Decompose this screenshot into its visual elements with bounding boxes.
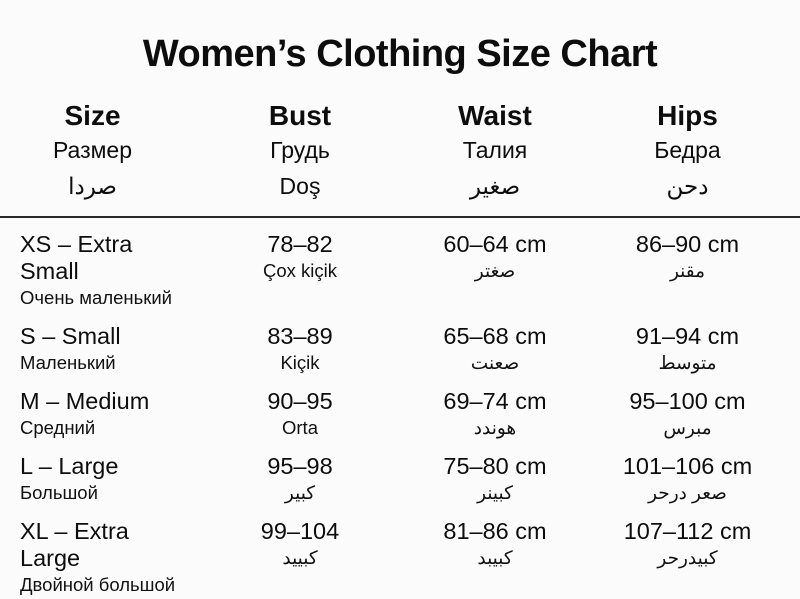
header-divider-line bbox=[0, 216, 800, 218]
table-row: M – Medium Средний 90–95 Orta 69–74 cm ه… bbox=[0, 375, 800, 440]
hips-value: 91–94 cm bbox=[635, 323, 740, 349]
bust-translation: كبييد bbox=[282, 547, 318, 568]
column-header-waist-ru: Талия bbox=[462, 137, 528, 163]
bust-value: 95–98 bbox=[267, 453, 333, 479]
hips-cell: 107–112 cm كبيدرحر bbox=[575, 518, 800, 597]
column-header-hips-en: Hips bbox=[657, 100, 718, 131]
waist-translation: كبيبد bbox=[477, 547, 513, 568]
waist-cell: 65–68 cm صعنت bbox=[415, 323, 575, 375]
bust-value: 99–104 bbox=[260, 518, 340, 544]
bust-cell: 90–95 Orta bbox=[185, 388, 415, 440]
column-header-size-l3: صردا bbox=[68, 173, 117, 199]
size-value: L – Large bbox=[20, 453, 119, 479]
column-header-hips: Hips Бедра دحن bbox=[575, 99, 800, 204]
waist-value: 75–80 cm bbox=[443, 453, 547, 479]
column-header-waist-en: Waist bbox=[458, 100, 532, 131]
bust-cell: 78–82 Çox kiçik bbox=[185, 231, 415, 310]
waist-cell: 60–64 cm صغتر bbox=[415, 231, 575, 310]
hips-translation: كبيدرحر bbox=[657, 547, 718, 568]
size-value: XL – Extra Large bbox=[20, 518, 129, 571]
hips-translation: مبرس bbox=[663, 417, 712, 438]
size-translation: Двойной большой bbox=[20, 574, 176, 595]
column-header-bust-l3: Doş bbox=[279, 173, 321, 199]
waist-value: 60–64 cm bbox=[443, 231, 547, 257]
size-translation: Очень маленький bbox=[20, 287, 173, 308]
column-header-bust-en: Bust bbox=[268, 100, 332, 131]
waist-value: 65–68 cm bbox=[443, 323, 547, 349]
size-cell: XL – Extra Large Двойной большой bbox=[0, 518, 185, 597]
waist-value: 69–74 cm bbox=[443, 388, 547, 414]
waist-cell: 75–80 cm كبينر bbox=[415, 453, 575, 505]
hips-value: 107–112 cm bbox=[623, 518, 752, 544]
column-header-size: Size Размер صردا bbox=[0, 99, 185, 204]
hips-cell: 95–100 cm مبرس bbox=[575, 388, 800, 440]
size-cell: S – Small Маленький bbox=[0, 323, 185, 375]
size-cell: M – Medium Средний bbox=[0, 388, 185, 440]
bust-cell: 99–104 كبييد bbox=[185, 518, 415, 597]
hips-value: 101–106 cm bbox=[622, 453, 753, 479]
size-cell: XS – Extra Small Очень маленький bbox=[0, 231, 185, 310]
column-header-hips-l3: دحن bbox=[666, 173, 709, 199]
hips-translation: متوسط bbox=[658, 352, 717, 373]
table-row: XS – Extra Small Очень маленький 78–82 Ç… bbox=[0, 218, 800, 310]
table-row: L – Large Большой 95–98 كبير 75–80 cm كب… bbox=[0, 440, 800, 505]
hips-translation: مقنر bbox=[669, 260, 706, 281]
hips-translation: صعر درحر bbox=[648, 482, 727, 503]
size-value: XS – Extra Small bbox=[20, 231, 133, 284]
column-header-bust-ru: Грудь bbox=[270, 137, 330, 163]
waist-cell: 69–74 cm هوندد bbox=[415, 388, 575, 440]
hips-cell: 101–106 cm صعر درحر bbox=[575, 453, 800, 505]
size-value: S – Small bbox=[20, 323, 121, 349]
column-header-bust: Bust Грудь Doş bbox=[185, 99, 415, 204]
hips-cell: 91–94 cm متوسط bbox=[575, 323, 800, 375]
column-header-hips-ru: Бедра bbox=[654, 137, 721, 163]
size-value: M – Medium bbox=[20, 388, 150, 414]
bust-value: 78–82 bbox=[267, 231, 333, 257]
hips-value: 95–100 cm bbox=[629, 388, 746, 414]
size-cell: L – Large Большой bbox=[0, 453, 185, 505]
table-header-row: Size Размер صردا Bust Грудь Doş Waist Та… bbox=[0, 99, 800, 204]
bust-cell: 95–98 كبير bbox=[185, 453, 415, 505]
waist-translation: كبينر bbox=[477, 482, 513, 503]
waist-translation: صغتر bbox=[474, 260, 516, 281]
column-header-size-en: Size bbox=[64, 100, 121, 131]
table-row: S – Small Маленький 83–89 Kiçik 65–68 cm… bbox=[0, 310, 800, 375]
size-translation: Маленький bbox=[20, 352, 116, 373]
hips-cell: 86–90 cm مقنر bbox=[575, 231, 800, 310]
table-body: XS – Extra Small Очень маленький 78–82 Ç… bbox=[0, 218, 800, 599]
bust-translation: كبير bbox=[284, 482, 316, 503]
waist-cell: 81–86 cm كبيبد bbox=[415, 518, 575, 597]
bust-value: 83–89 bbox=[267, 323, 333, 349]
bust-translation: Orta bbox=[282, 417, 318, 438]
column-header-waist: Waist Талия صغير bbox=[415, 99, 575, 204]
bust-value: 90–95 bbox=[267, 388, 333, 414]
size-translation: Большой bbox=[20, 482, 98, 503]
column-header-size-ru: Размер bbox=[52, 137, 133, 163]
bust-cell: 83–89 Kiçik bbox=[185, 323, 415, 375]
waist-translation: هوندد bbox=[473, 417, 517, 438]
bust-translation: Kiçik bbox=[280, 352, 320, 373]
waist-translation: صعنت bbox=[470, 352, 520, 373]
hips-value: 86–90 cm bbox=[635, 231, 740, 257]
table-row: XL – Extra Large Двойной большой 99–104 … bbox=[0, 505, 800, 597]
size-translation: Средний bbox=[20, 417, 96, 438]
column-header-waist-l3: صغير bbox=[469, 173, 521, 199]
waist-value: 81–86 cm bbox=[443, 518, 547, 544]
page-title: Women’s Clothing Size Chart bbox=[142, 33, 658, 75]
bust-translation: Çox kiçik bbox=[262, 260, 337, 281]
